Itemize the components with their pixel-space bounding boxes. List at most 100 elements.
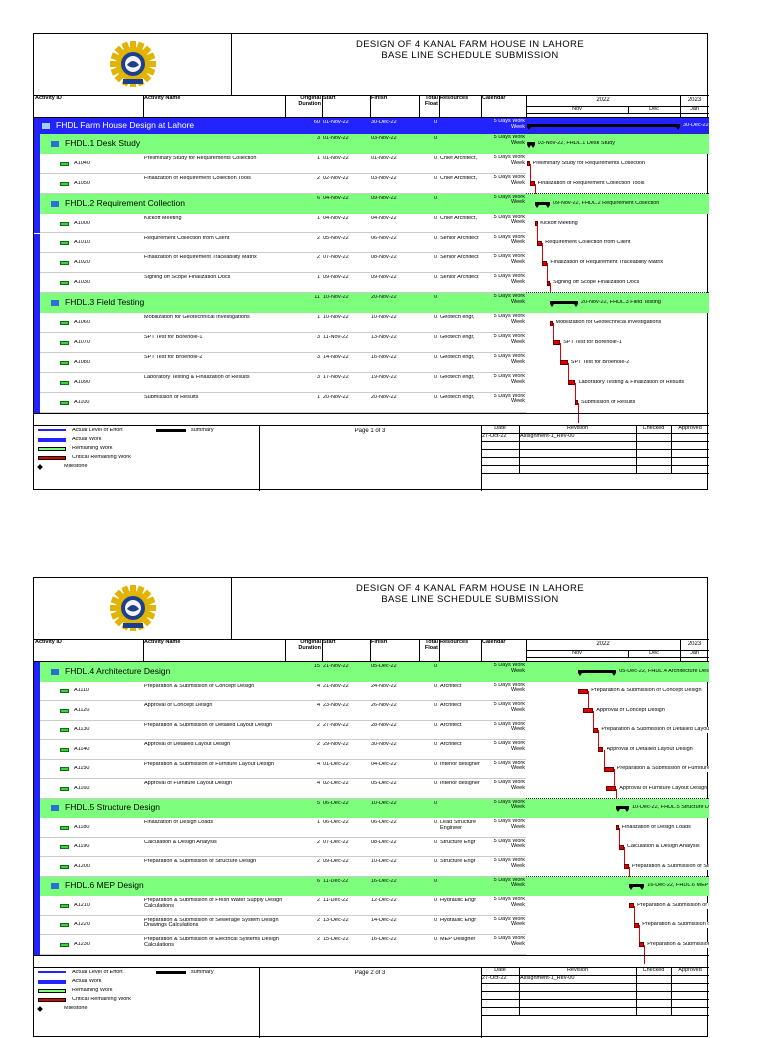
finish: 03-Nov-22	[371, 136, 417, 142]
summary-end	[612, 673, 616, 676]
revision-rule	[481, 457, 709, 458]
legend-swatch	[38, 989, 66, 993]
wbs-strip	[34, 662, 40, 682]
calendar: 5 Days Work Week	[482, 374, 525, 392]
duration: 3	[285, 335, 320, 341]
calendar: 5 Days Work Week	[482, 722, 525, 740]
activity-icon	[60, 321, 69, 325]
legend-label: Actual Work	[72, 979, 102, 985]
calendar: 5 Days Work Week	[482, 897, 525, 915]
duration: 2	[285, 723, 320, 729]
wbs-strip	[34, 740, 40, 760]
wbs-name: FHDL Farm House Design at Lahore	[56, 121, 296, 130]
start: 10-Nov-22	[323, 295, 369, 301]
activity-icon	[60, 845, 69, 849]
finish: 09-Nov-22	[371, 275, 417, 281]
finish: 26-Nov-22	[371, 703, 417, 709]
column-header: Resources	[440, 96, 480, 116]
column-header: Start	[323, 96, 369, 116]
timeline-divider	[526, 657, 709, 658]
calendar: 5 Days Work Week	[482, 819, 525, 837]
start: 13-Dec-22	[323, 918, 369, 924]
summary-end	[629, 887, 633, 890]
finish: 10-Dec-22	[371, 859, 417, 865]
wbs-name: FHDL.2 Requirement Collection	[65, 199, 305, 208]
duration: 4	[285, 684, 320, 690]
wbs-strip	[34, 333, 40, 353]
summary-end	[535, 205, 539, 208]
finish: 04-Dec-22	[371, 762, 417, 768]
revision-rule	[481, 449, 709, 450]
start: 11-Nov-22	[323, 335, 369, 341]
activity-icon	[60, 281, 69, 285]
activity-name: Requirement Collection from Client	[144, 236, 284, 253]
start: 15-Dec-22	[323, 937, 369, 943]
bar-label: Preparation & Submission of Sewerage Sys…	[642, 922, 709, 928]
calendar: 5 Days Work Week	[482, 354, 525, 372]
bar-label: Calculation & Design Analysis	[627, 844, 700, 850]
duration: 1	[285, 156, 320, 162]
revision-rule	[481, 983, 709, 984]
resources: Lead Structure Engineer	[440, 820, 480, 837]
activity-name: Preparation & Submission of Furniture La…	[144, 762, 284, 779]
bar-label: 16-Dec-22, FHDL.6 MEP Design	[647, 883, 709, 889]
wbs-strip	[34, 273, 40, 293]
activity-icon	[60, 943, 69, 947]
duration: 4	[285, 781, 320, 787]
total-float: 0	[419, 762, 437, 768]
calendar: 5 Days Work Week	[482, 155, 525, 173]
total-float: 0	[419, 801, 437, 807]
group-separator	[526, 292, 709, 293]
bar-label: Approval of Concept Design	[596, 708, 664, 714]
bar-label: Signing off Scope Finalization Docs	[553, 280, 639, 286]
activity-icon	[60, 162, 69, 166]
total-float: 0	[419, 840, 437, 846]
activity-icon	[60, 709, 69, 713]
column-header: Finish	[371, 96, 418, 116]
total-float: 0	[419, 295, 437, 301]
bar-label: Mobilization for Geotechnical Investigat…	[556, 320, 662, 326]
title-line: BASE LINE SCHEDULE SUBMISSION	[231, 595, 709, 605]
total-float: 0	[419, 136, 437, 142]
total-float: 0	[419, 355, 437, 361]
revision-rule	[481, 999, 709, 1000]
bar-label: Preparation & Submission of Furniture La…	[617, 766, 709, 772]
duration: 2	[285, 255, 320, 261]
calendar: 5 Days Work Week	[482, 235, 525, 253]
activity-name: Laboratory Testing & Finalization of Res…	[144, 375, 284, 392]
finish: 10-Nov-22	[371, 315, 417, 321]
footer-divider	[259, 967, 260, 1038]
finish: 05-Dec-22	[371, 781, 417, 787]
activity-id: A1160	[74, 786, 134, 792]
start: 09-Dec-22	[323, 859, 369, 865]
wbs-strip	[34, 194, 40, 214]
calendar: 5 Days Work Week	[482, 314, 525, 332]
activity-icon	[60, 904, 69, 908]
activity-name: Preparation & Submission of Electrical S…	[144, 937, 284, 954]
activity-id: A1080	[74, 360, 134, 366]
column-header: Finish	[371, 640, 418, 660]
start: 11-Dec-22	[323, 879, 369, 885]
duration: 2	[285, 840, 320, 846]
start: 14-Nov-22	[323, 355, 369, 361]
finish: 12-Dec-22	[371, 898, 417, 904]
legend-swatch	[38, 429, 66, 431]
start: 01-Nov-22	[323, 120, 369, 126]
title-line: BASE LINE SCHEDULE SUBMISSION	[231, 51, 709, 61]
total-float: 0	[419, 275, 437, 281]
revision-header: Checked	[636, 426, 671, 432]
title-line: DESIGN OF 4 KANAL FARM HOUSE IN LAHORE	[231, 584, 709, 594]
bar-label: Approval of Detailed Layout Design	[607, 747, 693, 753]
resources: MEP Designer	[440, 937, 480, 954]
